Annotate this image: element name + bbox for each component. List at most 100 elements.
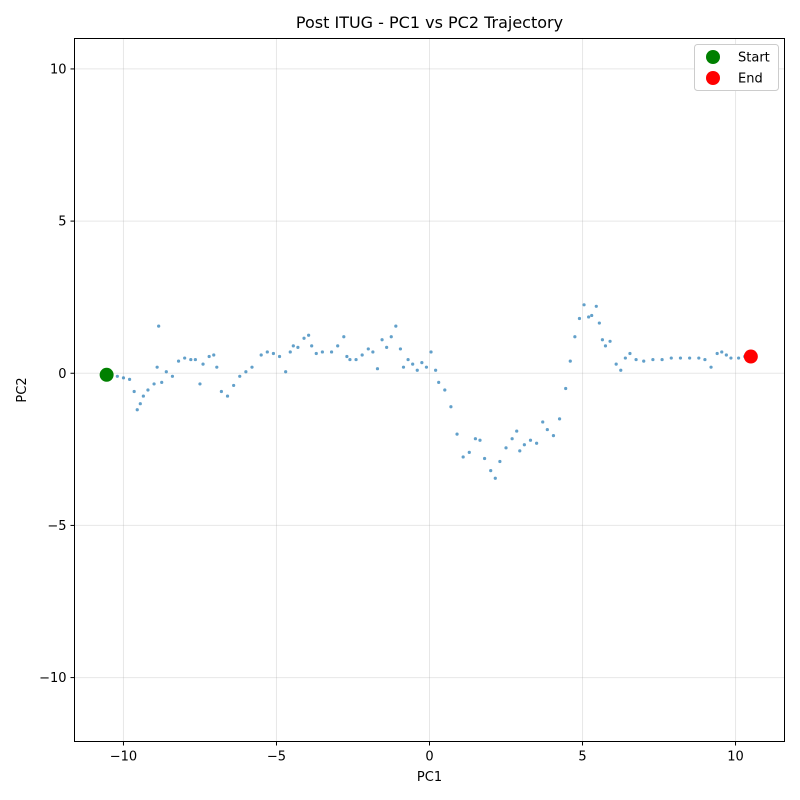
trajectory-point (634, 357, 638, 362)
x-tick-label: 0 (425, 750, 433, 765)
trajectory-point (345, 354, 349, 359)
trajectory-point (736, 356, 741, 360)
trajectory-point (582, 303, 586, 307)
trajectory-point (371, 350, 375, 354)
y-tick-label: 5 (58, 215, 66, 230)
trajectory-point (660, 357, 664, 362)
trajectory-point (437, 380, 441, 384)
trajectory-point (703, 357, 707, 362)
trajectory-point (461, 455, 465, 459)
trajectory-point (729, 356, 733, 360)
start-marker (99, 367, 114, 382)
legend: Start End (694, 44, 779, 91)
trajectory-point (489, 469, 493, 473)
trajectory-point (522, 443, 526, 447)
trajectory-point (146, 388, 150, 392)
trajectory-point (198, 382, 202, 386)
x-tick-label: −10 (110, 750, 137, 765)
trajectory-point (551, 434, 556, 438)
trajectory-point (310, 344, 314, 348)
trajectory-point (724, 353, 728, 357)
trajectory-point (510, 437, 514, 441)
grid-layer (74, 38, 785, 742)
trajectory-point (225, 394, 230, 398)
trajectory-point (449, 405, 453, 409)
trajectory-point (238, 374, 242, 378)
trajectory-point (482, 456, 487, 461)
trajectory-point (590, 313, 594, 318)
trajectory-point (336, 344, 340, 348)
trajectory-point (498, 459, 502, 464)
tick-layer: −10 −5 0 5 10 −10 −5 0 5 10 (39, 62, 744, 764)
trajectory-point (193, 357, 197, 362)
trajectory-point (320, 350, 324, 354)
trajectory-point (207, 354, 211, 359)
x-tick-label: −5 (267, 750, 286, 765)
trajectory-point (467, 450, 471, 454)
trajectory-point (600, 338, 605, 342)
trajectory-point (271, 351, 276, 356)
y-tick-label: −5 (47, 519, 66, 534)
trajectory-point (614, 362, 618, 366)
trajectory-point (420, 361, 424, 365)
trajectory-point (394, 324, 398, 328)
trajectory-point (291, 344, 295, 348)
trajectory-point (348, 357, 352, 362)
trajectory-point (528, 438, 533, 442)
trajectory-point (380, 338, 384, 342)
trajectory-point (157, 324, 161, 328)
trajectory-point (455, 432, 459, 436)
trajectory-point (597, 321, 601, 325)
trajectory-point (518, 449, 522, 453)
trajectory-point (132, 389, 136, 394)
trajectory-point (121, 376, 126, 380)
trajectory-point (135, 408, 139, 412)
trajectory-point (389, 335, 393, 339)
trajectory-point (619, 368, 623, 372)
trajectory-point (152, 382, 156, 386)
trajectory-point (429, 350, 433, 354)
trajectory-point (608, 339, 612, 343)
trajectory-point (155, 365, 159, 369)
x-tick-label: 10 (727, 750, 744, 765)
trajectory-point (715, 351, 719, 356)
trajectory-point (160, 380, 164, 384)
trajectory-point (296, 345, 300, 349)
trajectory-point (164, 370, 168, 374)
trajectory-point (587, 315, 591, 319)
trajectory-point (557, 417, 562, 421)
trajectory-point (138, 402, 142, 406)
legend-start-label: Start (738, 51, 770, 66)
trajectory-point (594, 304, 598, 308)
trajectory-point (535, 441, 539, 445)
trajectory-point (642, 359, 646, 363)
trajectory-point (398, 347, 403, 351)
y-tick-label: 10 (50, 62, 67, 77)
end-marker (743, 349, 758, 364)
trajectory-point (219, 389, 223, 394)
trajectory-point (573, 335, 577, 339)
trajectory-point (115, 374, 119, 378)
trajectory-point (141, 394, 145, 398)
trajectory-point (232, 383, 236, 388)
trajectory-point (259, 353, 263, 357)
trajectory-point (201, 362, 205, 366)
legend-end-label: End (738, 72, 763, 87)
trajectory-point (678, 356, 683, 360)
trajectory-point (354, 357, 358, 362)
trajectory-point (415, 368, 419, 372)
trajectory-point (473, 437, 478, 441)
trajectory-point (443, 388, 447, 392)
trajectory-point (697, 356, 701, 360)
trajectory-point (424, 365, 429, 369)
trajectory-point (493, 476, 497, 480)
trajectory-point (189, 357, 193, 362)
trajectory-point (478, 438, 482, 442)
y-tick-label: −10 (39, 671, 66, 686)
trajectory-point (564, 386, 568, 391)
trajectory-point (176, 359, 181, 363)
trajectory-point (401, 365, 406, 369)
trajectory-point (288, 350, 292, 354)
trajectory-point (366, 347, 370, 351)
